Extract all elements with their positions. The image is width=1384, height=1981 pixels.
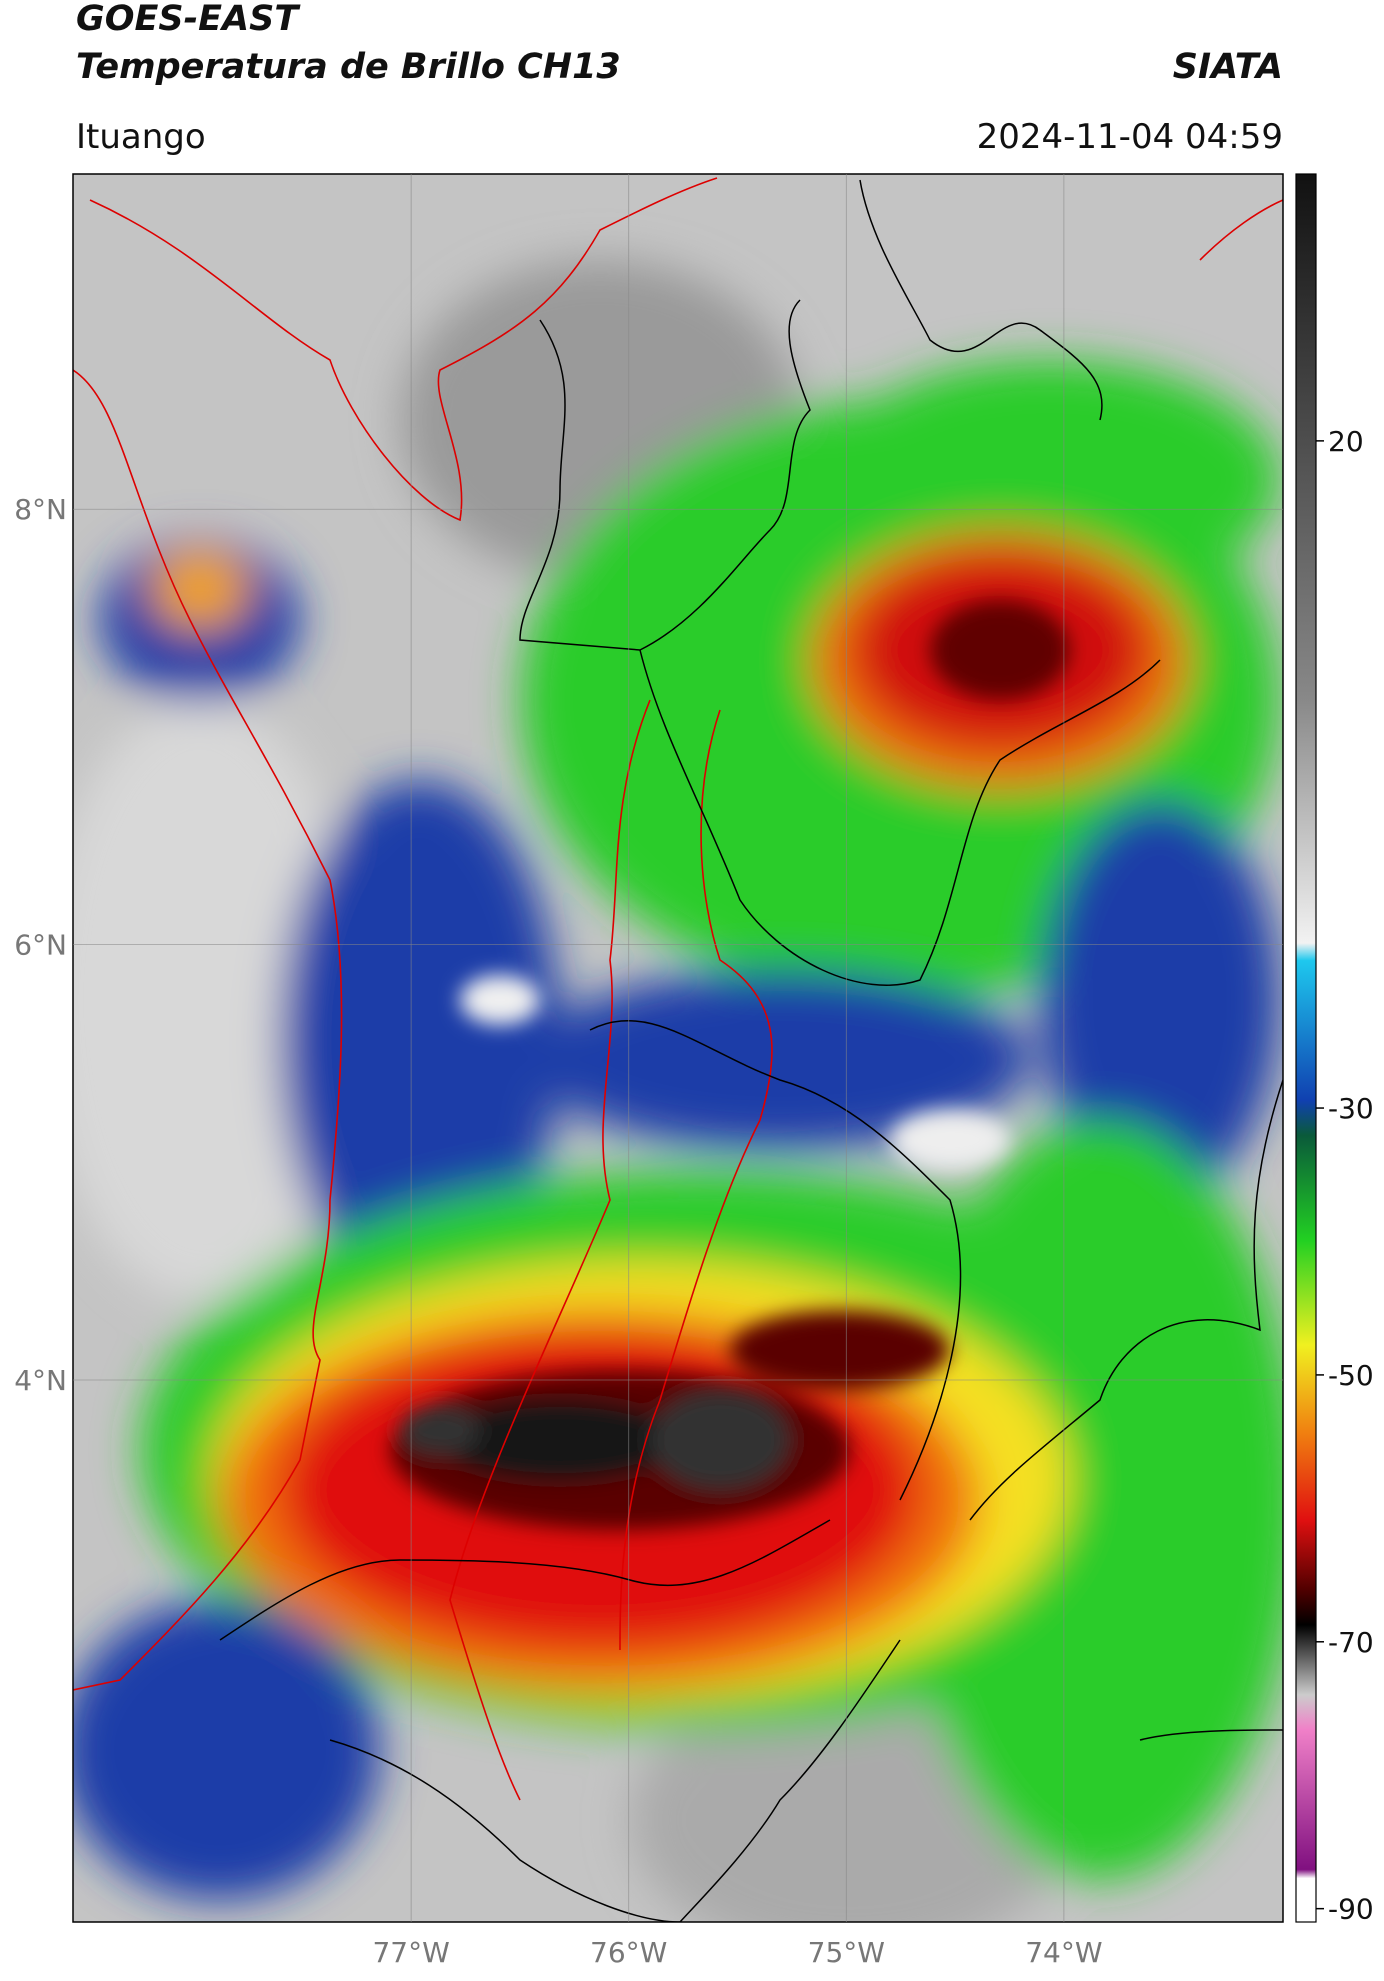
colorbar-label: -90: [1328, 1893, 1374, 1926]
agency: SIATA: [1173, 47, 1283, 87]
satellite-image: [73, 174, 1283, 1922]
colorbar-label: 20: [1328, 425, 1364, 458]
lon-label: 76°W: [590, 1936, 667, 1969]
colorbar-label: -30: [1328, 1092, 1374, 1125]
lat-label: 8°N: [14, 493, 67, 526]
colorbar: [1295, 173, 1317, 1923]
timestamp: 2024-11-04 04:59: [977, 117, 1283, 157]
title-line1: GOES-EAST: [76, 0, 301, 39]
lon-label: 74°W: [1025, 1936, 1102, 1969]
location: Ituango: [76, 117, 206, 157]
lat-label: 6°N: [14, 929, 67, 962]
lon-label: 75°W: [808, 1936, 885, 1969]
lon-label: 77°W: [372, 1936, 449, 1969]
colorbar-label: -50: [1328, 1359, 1374, 1392]
title-line2: Temperatura de Brillo CH13: [76, 47, 621, 87]
colorbar-label: -70: [1328, 1626, 1374, 1659]
lat-label: 4°N: [14, 1364, 67, 1397]
map-frame: [72, 173, 1284, 1923]
